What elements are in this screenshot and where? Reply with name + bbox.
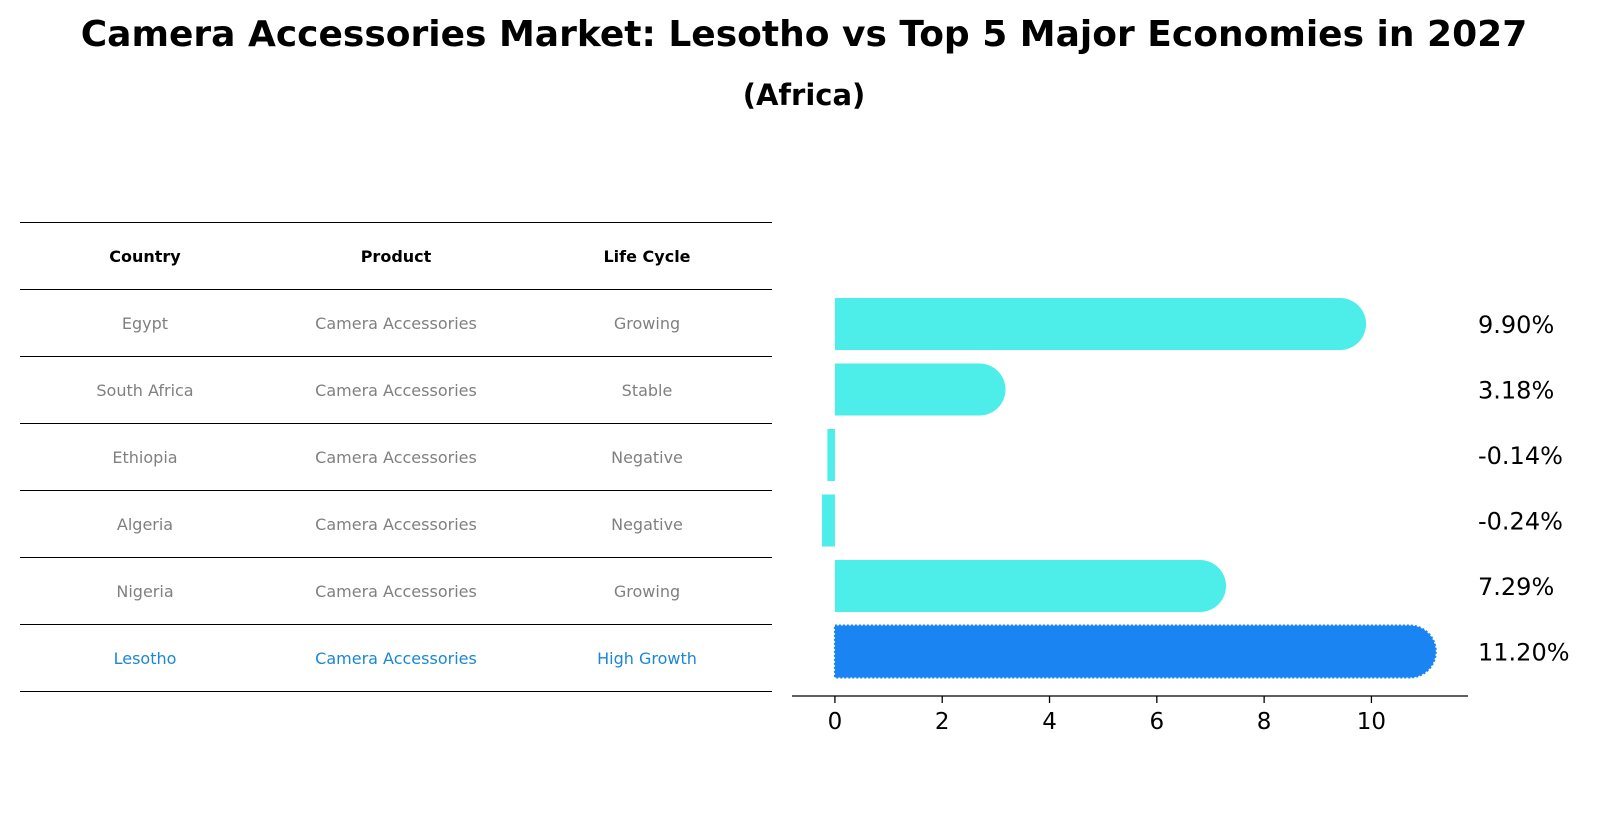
- value-label-south-africa: 3.18%: [1478, 377, 1554, 405]
- header-life-cycle: Life Cycle: [603, 246, 691, 266]
- product-cell: Camera Accessories: [315, 313, 477, 333]
- product-cell: Camera Accessories: [315, 581, 477, 601]
- bar-south-africa: [834, 363, 1006, 416]
- chart-title: Camera Accessories Market: Lesotho vs To…: [80, 14, 1528, 55]
- x-tick-label-4: 4: [1042, 709, 1057, 735]
- value-label-algeria: -0.24%: [1478, 508, 1563, 536]
- bar-egypt: [834, 298, 1367, 350]
- table-header-row: Country Product Life Cycle: [20, 222, 772, 290]
- life-cycle-cell: Negative: [611, 514, 683, 534]
- table-row: Algeria Camera Accessories Negative: [20, 491, 772, 558]
- value-label-ethiopia: -0.14%: [1478, 442, 1563, 470]
- table-row: South Africa Camera Accessories Stable: [20, 357, 772, 424]
- country-cell: Nigeria: [116, 581, 174, 601]
- bar-lesotho: [833, 624, 1437, 679]
- bar-ethiopia: [827, 429, 835, 481]
- life-cycle-cell: Growing: [613, 313, 681, 333]
- product-cell: Camera Accessories: [315, 447, 477, 467]
- country-cell: Lesotho: [113, 648, 177, 668]
- x-tick-label-10: 10: [1357, 709, 1386, 735]
- bar-algeria: [822, 494, 835, 547]
- x-tick-label-6: 6: [1150, 709, 1165, 735]
- country-cell: Ethiopia: [112, 447, 178, 467]
- bar-nigeria: [834, 560, 1227, 612]
- life-cycle-cell: High Growth: [597, 648, 697, 668]
- table-row: Ethiopia Camera Accessories Negative: [20, 424, 772, 491]
- table-row: Egypt Camera Accessories Growing: [20, 290, 772, 357]
- x-tick-label-2: 2: [935, 709, 950, 735]
- country-cell: Algeria: [116, 514, 174, 534]
- country-cell: Egypt: [121, 313, 169, 333]
- header-product: Product: [360, 246, 432, 266]
- chart-subtitle: (Africa): [742, 78, 866, 112]
- header-country: Country: [109, 246, 181, 266]
- table-row: Nigeria Camera Accessories Growing: [20, 558, 772, 625]
- life-cycle-cell: Stable: [621, 380, 673, 400]
- value-label-egypt: 9.90%: [1478, 311, 1554, 339]
- product-cell: Camera Accessories: [315, 514, 477, 534]
- country-cell: South Africa: [96, 380, 194, 400]
- life-cycle-cell: Negative: [611, 447, 683, 467]
- value-label-lesotho: 11.20%: [1478, 639, 1570, 667]
- country-table: Country Product Life Cycle Egypt Camera …: [20, 222, 772, 692]
- life-cycle-cell: Growing: [613, 581, 681, 601]
- product-cell: Camera Accessories: [315, 648, 477, 668]
- x-tick-label-0: 0: [828, 709, 843, 735]
- x-tick-label-8: 8: [1257, 709, 1272, 735]
- table-row-highlight: Lesotho Camera Accessories High Growth: [20, 625, 772, 692]
- product-cell: Camera Accessories: [315, 380, 477, 400]
- value-label-nigeria: 7.29%: [1478, 573, 1554, 601]
